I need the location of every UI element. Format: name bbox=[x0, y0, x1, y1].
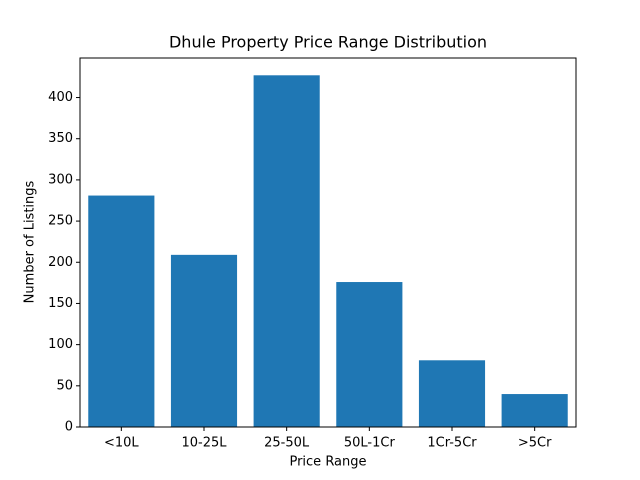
x-tick-label: >5Cr bbox=[518, 436, 552, 451]
y-tick-label: 400 bbox=[48, 90, 73, 105]
chart-title: Dhule Property Price Range Distribution bbox=[169, 33, 487, 52]
y-tick-label: 250 bbox=[48, 214, 73, 229]
bar bbox=[88, 195, 155, 427]
bar bbox=[418, 360, 486, 427]
bar bbox=[501, 394, 568, 427]
y-tick-label: 350 bbox=[48, 131, 73, 146]
bar bbox=[336, 282, 403, 427]
y-tick-label: 200 bbox=[48, 255, 73, 270]
x-tick-label: 10-25L bbox=[181, 436, 227, 451]
x-tick-label: 1Cr-5Cr bbox=[427, 436, 477, 451]
y-axis-label: Number of Listings bbox=[23, 180, 38, 303]
x-axis-label: Price Range bbox=[289, 455, 366, 470]
bar bbox=[253, 75, 320, 427]
y-tick-label: 150 bbox=[48, 296, 73, 311]
plot-frame bbox=[79, 57, 577, 428]
y-tick-label: 50 bbox=[56, 378, 73, 393]
bar bbox=[170, 254, 238, 427]
x-tick-label: 25-50L bbox=[264, 436, 310, 451]
x-tick-label: <10L bbox=[104, 436, 139, 451]
x-tick-label: 50L-1Cr bbox=[344, 436, 396, 451]
y-tick-label: 300 bbox=[48, 172, 73, 187]
y-tick-label: 0 bbox=[65, 420, 73, 435]
y-tick-label: 100 bbox=[48, 337, 73, 352]
